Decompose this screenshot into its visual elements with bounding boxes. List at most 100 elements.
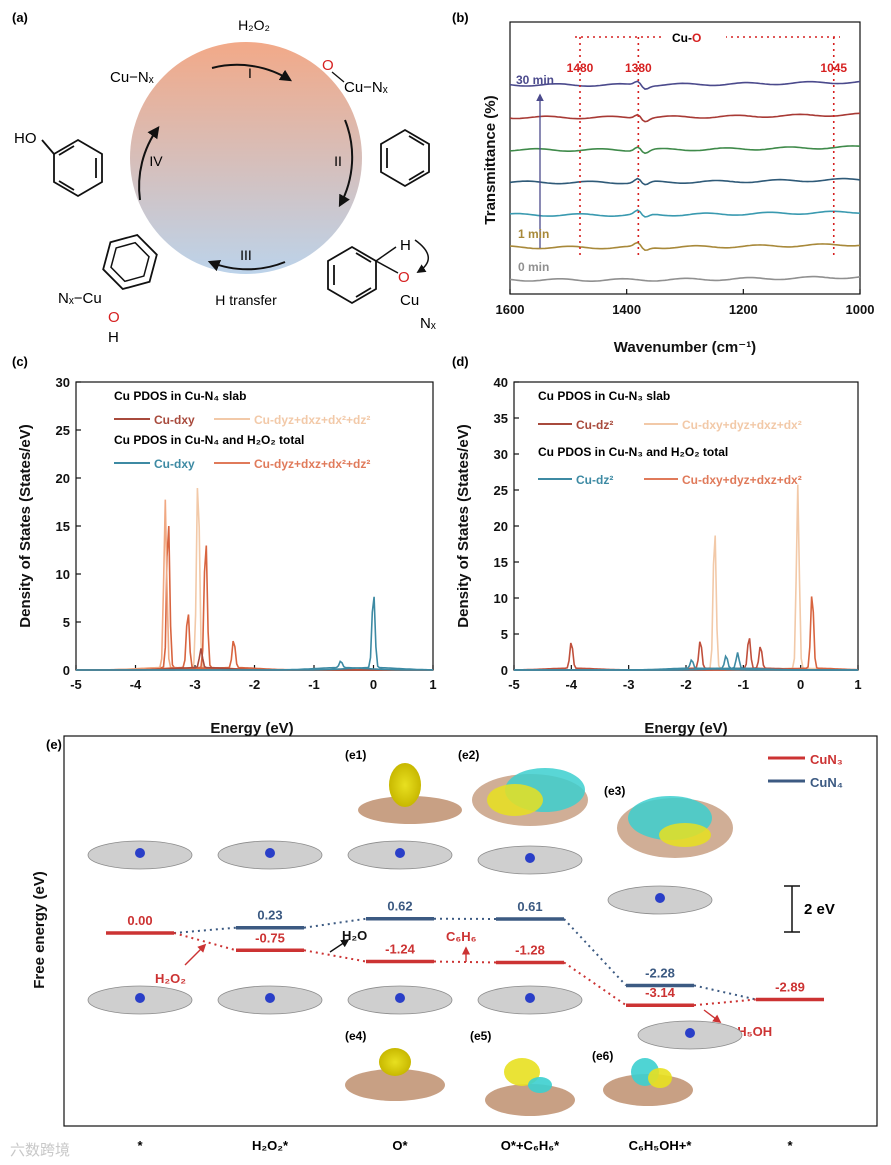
h2o-annotation: H₂O — [342, 928, 367, 943]
pdos-d-xtick-label-4: -1 — [738, 677, 750, 692]
pdos-d-ytick-label-4: 20 — [494, 519, 508, 534]
pdos-c-ytick-label-4: 20 — [56, 471, 70, 486]
pdos-c-legend-1: Cu-dxy — [154, 413, 195, 427]
ho-label: HO — [14, 130, 37, 147]
pdos-c-xtick-label-3: -2 — [249, 677, 261, 692]
inset-e4-density — [345, 1048, 445, 1101]
ftir-series-5 — [509, 241, 861, 252]
panel-d-label: (d) — [452, 354, 469, 369]
pdos-c-legend-3: Cu-dxy — [154, 457, 195, 471]
step-1: I — [248, 65, 252, 81]
energy-levels: 0.00 -0.75 -1.24 -1.28 -3.14 -2.89 0.23 0.62 0.6… — [106, 899, 824, 1007]
arrow-step-3 — [207, 260, 286, 272]
panel-b-label: (b) — [452, 10, 469, 25]
cun3-value-2: -1.24 — [385, 942, 415, 957]
pdos-d-ytick-label-5: 25 — [494, 483, 508, 498]
pdos-d-xlabel: Energy (eV) — [644, 720, 727, 737]
pdos-c-legend-4: Cu-dyz+dxz+dx²+dz² — [254, 457, 370, 471]
pdos-d-legend-2: Cu-dxy+dyz+dxz+dx² — [682, 418, 802, 432]
cun3-value-4: -3.14 — [645, 985, 675, 1000]
o-atom-label: O — [322, 57, 334, 74]
energy-category-2: O* — [392, 1138, 408, 1153]
slab-models — [87, 840, 743, 1050]
energy-legend-cun4: CuN₄ — [810, 775, 843, 790]
pdos-d-xtick-label-1: -4 — [566, 677, 578, 692]
ftir-ticks: 1600 1400 1200 1000 — [496, 289, 874, 317]
cu-nx-label: Cu−Nₓ — [110, 69, 154, 86]
pdos-c-xtick-label-5: 0 — [370, 677, 377, 692]
pdos-c-peak-8 — [76, 660, 433, 671]
pdos-c-xtick-label-0: -5 — [70, 677, 82, 692]
cu-atom-0 — [135, 848, 145, 858]
ftir-series — [509, 80, 861, 282]
pdos-d-ytick-label-1: 5 — [501, 627, 508, 642]
cun3-connector-1 — [303, 949, 367, 963]
ftir-series-0 — [509, 80, 861, 90]
pdos-c-xtick-label-1: -4 — [130, 677, 142, 692]
pdos-d-ytick-label-7: 35 — [494, 411, 508, 426]
ftir-tick-label-2: 1200 — [729, 302, 758, 317]
pdos-d-legend-3: Cu-dz² — [576, 473, 613, 487]
pdos-c-ylabel: Density of States (States/eV) — [17, 424, 34, 627]
ftir-ylabel: Transmittance (%) — [482, 95, 499, 224]
cun3-value-5: -2.89 — [775, 979, 805, 994]
inset-e1-density — [358, 763, 462, 824]
pdos-d-xtick-label-2: -3 — [623, 677, 635, 692]
pdos-d-ytick-label-8: 40 — [494, 375, 508, 390]
pdos-d-legend-4: Cu-dxy+dyz+dxz+dx² — [682, 473, 802, 487]
panel-c: (c) Density of States (States/eV) Energy… — [12, 354, 437, 737]
energy-categories: * H₂O₂* O* O*+C₆H₆* C₆H₅OH+* * — [137, 1138, 793, 1153]
pdos-d-peak-0 — [514, 535, 858, 671]
cu-atom-8 — [525, 993, 535, 1003]
step-2: II — [334, 153, 342, 169]
h-transfer-curved-arrow — [414, 239, 429, 273]
pdos-d-xtick-label-3: -2 — [680, 677, 692, 692]
panel-c-label: (c) — [12, 354, 28, 369]
pdos-d-peak-2 — [514, 596, 858, 671]
panel-a-label: (a) — [12, 10, 28, 25]
energy-category-5: * — [787, 1138, 793, 1153]
panel-e-label: (e) — [46, 737, 62, 752]
inset-e5-label: (e5) — [470, 1029, 491, 1043]
h2o2-arrow — [184, 943, 207, 966]
pdos-c-peak-1 — [76, 499, 433, 671]
inset-e3-density — [617, 796, 733, 858]
energy-ylabel: Free energy (eV) — [31, 871, 48, 989]
ring-nx-label: Nₓ — [420, 315, 436, 332]
h2o2-label: H₂O₂ — [238, 17, 270, 33]
pdos-c-legend-2: Cu-dyz+dxz+dx²+dz² — [254, 413, 370, 427]
pdos-d-ytick-label-2: 10 — [494, 591, 508, 606]
ring-cu-label: Cu — [400, 292, 419, 309]
inset-e5-density — [485, 1058, 575, 1116]
pdos-d-peaks — [514, 484, 858, 671]
cun3-connector-2 — [433, 960, 497, 964]
energy-category-3: O*+C₆H₆* — [501, 1138, 560, 1153]
pdos-d-xtick-label-5: 0 — [797, 677, 804, 692]
time-label-1: 1 min — [518, 227, 549, 241]
pdos-d-ylabel: Density of States (States/eV) — [455, 424, 472, 627]
inset-e6-density — [603, 1058, 693, 1106]
cun3-connector-0 — [173, 932, 237, 952]
cu-atom-6 — [265, 993, 275, 1003]
inset-e3-label: (e3) — [604, 784, 625, 798]
cu-atom-4 — [655, 893, 665, 903]
ftir-series-3 — [509, 177, 861, 186]
h2o2-annotation: H₂O₂ — [155, 971, 186, 986]
pdos-c-peaks — [76, 487, 434, 671]
cu-atom-5 — [135, 993, 145, 1003]
o-cu-bond — [331, 71, 345, 83]
phenol-molecule — [41, 138, 103, 198]
cu-atom-9 — [685, 1028, 695, 1038]
cu-o-label: Cu-O — [672, 31, 701, 45]
energy-frame — [63, 735, 878, 1127]
ftir-peak-label-2: 1045 — [820, 61, 847, 75]
ftir-series-2 — [509, 145, 861, 155]
cu-nx-label-2: Cu−Nₓ — [344, 79, 388, 96]
pdos-c-peak-2 — [76, 487, 433, 671]
ftir-peak-label-1: 1380 — [625, 61, 652, 75]
cu-atom-1 — [265, 848, 275, 858]
pdos-c-ytick-label-1: 5 — [63, 615, 70, 630]
pdos-d-legend-1: Cu-dz² — [576, 418, 613, 432]
